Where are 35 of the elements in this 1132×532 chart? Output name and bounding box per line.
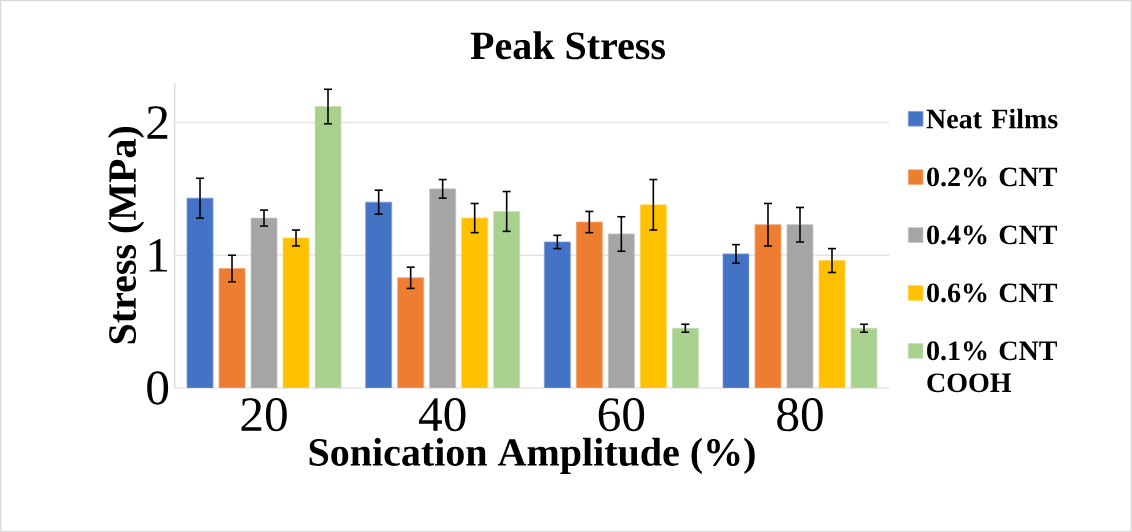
y-tick-label: 2	[147, 106, 168, 139]
bar	[754, 224, 782, 388]
bar	[461, 217, 489, 388]
x-tick-label: 40	[418, 398, 466, 432]
chart-title: Peak Stress	[470, 31, 665, 60]
bar	[786, 224, 814, 388]
bar	[250, 217, 278, 388]
bar	[314, 106, 342, 388]
bar	[575, 221, 603, 388]
bar	[639, 204, 667, 388]
bar	[218, 268, 246, 388]
y-axis-title: Stress (MPa)	[107, 126, 145, 344]
y-tick-label: 0	[147, 371, 169, 405]
bar	[493, 211, 521, 388]
bar	[282, 237, 310, 388]
bar	[818, 260, 846, 388]
legend-label: 0.6% CNT	[927, 283, 1058, 303]
legend-label: 0.1% CNT COOH	[927, 341, 1058, 393]
legend-label: Neat Films	[926, 108, 1058, 129]
bar	[365, 201, 393, 388]
bar	[543, 241, 571, 388]
bar	[671, 327, 699, 388]
legend-label: 0.4% CNT	[927, 225, 1058, 245]
bar	[607, 233, 635, 388]
x-tick-label: 80	[777, 398, 823, 432]
bar	[186, 197, 214, 388]
x-tick-label: 60	[598, 398, 645, 432]
y-tick-label: 1	[149, 238, 168, 272]
legend-label: 0.2% CNT	[927, 167, 1058, 187]
x-axis-title: Sonication Amplitude (%)	[309, 437, 755, 475]
bar	[429, 188, 457, 388]
x-tick-label: 20	[241, 398, 287, 432]
bar	[850, 327, 878, 388]
bar	[397, 277, 425, 388]
bar	[722, 253, 750, 388]
